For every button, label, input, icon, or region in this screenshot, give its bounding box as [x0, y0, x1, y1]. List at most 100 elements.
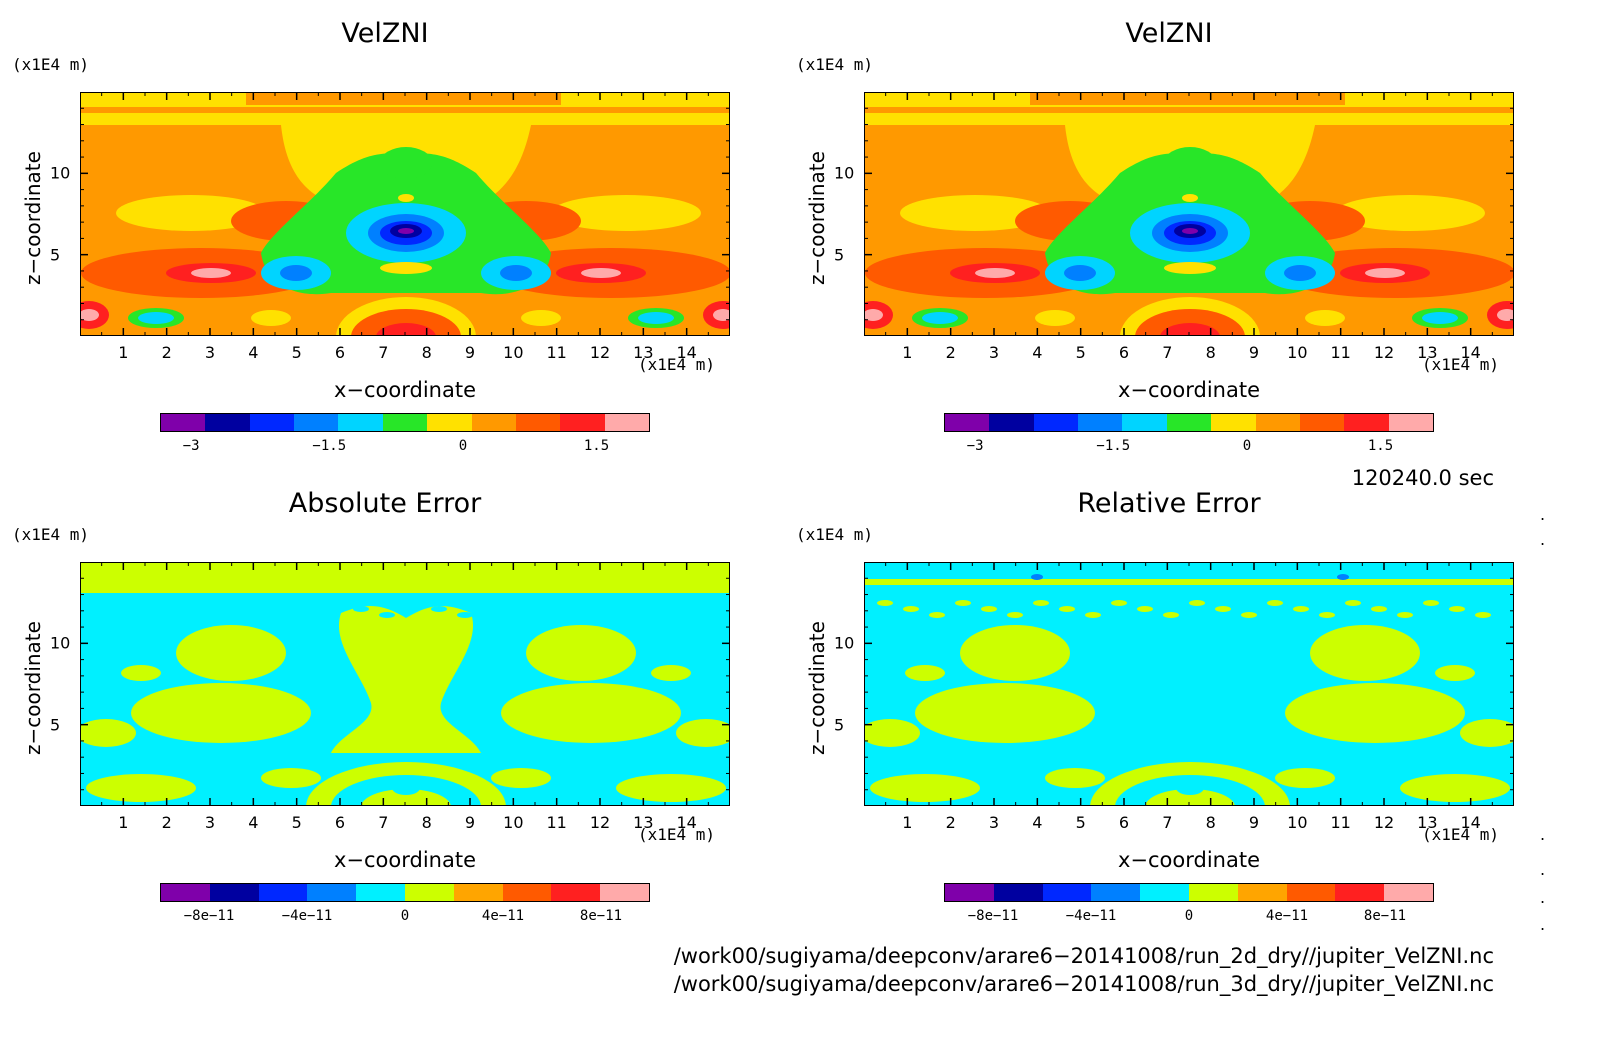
colorbar-segment [1299, 414, 1345, 431]
contour-region [1310, 625, 1420, 681]
colorbar-segment [1255, 414, 1300, 431]
axis-ticks [80, 562, 730, 806]
contour-region [581, 268, 621, 278]
marker-dot: . [1540, 860, 1546, 879]
x-axis-label: x−coordinate [333, 848, 477, 872]
contour-region [1182, 194, 1198, 202]
x-tick-label: 12 [589, 813, 611, 832]
colorbar-tick-label: −1.5 [312, 438, 347, 454]
contour-region [176, 625, 286, 681]
contour-band [81, 563, 729, 593]
contour-region [713, 309, 729, 321]
contour-region [1449, 606, 1465, 612]
x-tick-label: 14 [676, 813, 697, 832]
x-tick-label: 11 [546, 343, 567, 362]
x-tick-label: 7 [378, 343, 389, 362]
colorbar-tick-label: 8e−11 [579, 908, 623, 924]
colorbar-segment [161, 884, 210, 901]
panel-title: VelZNI [341, 18, 429, 49]
contour-region [1160, 323, 1220, 335]
contour-region [1335, 195, 1485, 231]
x-tick-label: 14 [1460, 343, 1481, 362]
colorbar [944, 413, 1434, 432]
axis-ticks [80, 92, 730, 336]
contour-region [1422, 312, 1458, 324]
contour-region [351, 309, 461, 335]
colorbar-tick-label: −3 [182, 438, 200, 454]
x-tick-label: 8 [421, 343, 432, 362]
contour-region [431, 606, 447, 612]
x-tick-label: 3 [204, 343, 216, 362]
contour-region [1033, 600, 1049, 606]
contour-region [392, 781, 420, 795]
x-tick-label: 13 [1417, 343, 1438, 362]
contour-region [1059, 606, 1075, 612]
colorbar-segment [989, 414, 1034, 431]
contour-region [491, 768, 551, 788]
contour-region [1337, 574, 1349, 580]
contour-region [1285, 683, 1465, 743]
x-tick-label: 9 [464, 343, 476, 362]
colorbar-segment [1384, 884, 1433, 901]
colorbar-segment [1078, 414, 1123, 431]
contour-region [376, 323, 436, 335]
contour-region [379, 612, 395, 618]
colorbar-segment [1042, 884, 1092, 901]
y-tick-label: 10 [834, 633, 855, 653]
contour-region [1435, 665, 1475, 681]
x-tick-label: 6 [334, 343, 346, 362]
contour-region [960, 625, 1070, 681]
contour-region [116, 195, 266, 231]
axis-ticks [864, 562, 1514, 806]
x-tick-label: 10 [503, 813, 524, 832]
marker-dot: . [1540, 888, 1546, 907]
contour-region [1035, 310, 1075, 326]
contour-region [398, 228, 414, 234]
contour-region [81, 719, 136, 747]
y-tick-label: 5 [50, 715, 61, 735]
y-axis-label: z−coordinate [21, 621, 45, 755]
marker-dot: . [1540, 530, 1546, 549]
x-tick-label: 10 [1287, 343, 1308, 362]
colorbar-segment [453, 884, 503, 901]
x-tick-label: 1 [902, 343, 913, 362]
contour-region [1007, 612, 1023, 618]
panel-bottom-left: Absolute Error (x1E4 m) (x1E4 m) z−coordina… [0, 470, 770, 940]
x-tick-label: 10 [503, 343, 524, 362]
contour-region [521, 310, 561, 326]
colorbar-segment [600, 884, 649, 901]
colorbar-tick-label: 0 [458, 438, 468, 454]
colorbar-tick-label: −4e−11 [281, 908, 333, 924]
x-tick-label: 7 [378, 813, 389, 832]
contour-region [191, 268, 231, 278]
contour-region [1365, 268, 1405, 278]
contour-plot [864, 92, 1514, 336]
contour-region [1397, 612, 1413, 618]
contour-plot-svg [865, 563, 1513, 805]
contour-region [1423, 600, 1439, 606]
contour-region [1163, 612, 1179, 618]
x-tick-label: 11 [1330, 813, 1351, 832]
contour-region [551, 195, 701, 231]
contour-band [865, 563, 1513, 579]
contour-region [981, 606, 997, 612]
colorbar-segment [1237, 884, 1287, 901]
contour-region [639, 600, 655, 606]
x-tick-label: 4 [248, 813, 259, 832]
x-tick-label: 2 [161, 343, 172, 362]
x-tick-label: 1 [902, 813, 913, 832]
contour-region [1031, 574, 1043, 580]
x-tick-label: 5 [291, 813, 302, 832]
contour-region [1137, 606, 1153, 612]
colorbar-tick-label: 0 [1184, 908, 1194, 924]
contour-region [877, 600, 893, 606]
contour-region [261, 768, 321, 788]
contour-region [405, 600, 421, 606]
colorbar-segment [205, 414, 250, 431]
colorbar-segment [945, 884, 994, 901]
contour-region [870, 774, 980, 802]
contour-region [1319, 612, 1335, 618]
contour-plot-svg [81, 93, 729, 335]
contour-region [651, 665, 691, 681]
y-tick-label: 5 [50, 245, 61, 265]
